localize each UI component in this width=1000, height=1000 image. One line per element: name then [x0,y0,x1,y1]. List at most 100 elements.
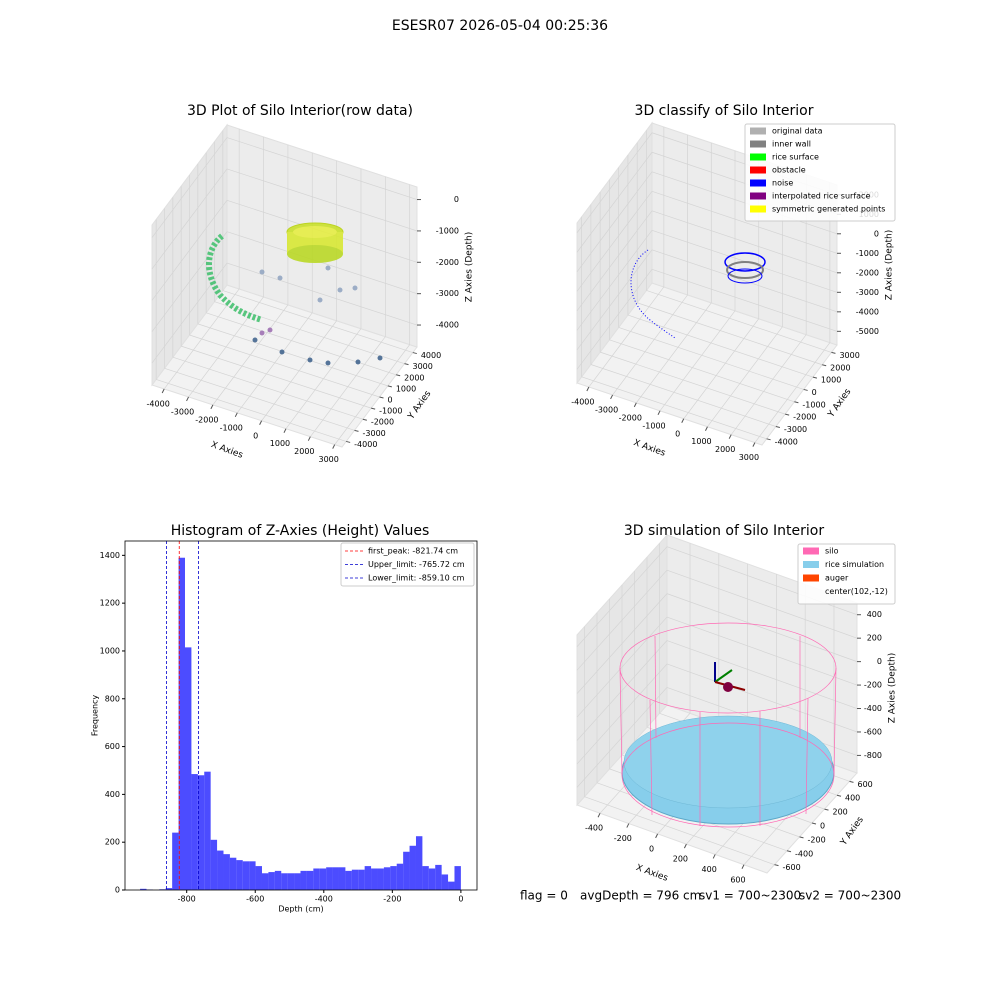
legend-label: center(102,-12) [825,587,888,596]
legend-swatch [750,140,766,148]
bar [448,881,455,890]
x-tick-label: 0 [675,429,680,438]
x-tick-label: -1000 [642,421,665,430]
panel-title: 3D Plot of Silo Interior(row data) [187,103,413,119]
grid-line [600,351,786,415]
z-tick-label: -5000 [856,327,879,336]
bar [338,867,346,890]
bar [422,866,429,890]
x-tick-label: 1000 [691,437,711,446]
tick-mark [186,396,189,402]
x-tick-label: -400 [585,824,603,833]
x-tick-label: 200 [673,855,688,864]
tick-mark [354,429,359,432]
bar [140,888,147,890]
y-tick-label: 0 [812,388,817,397]
z-tick-label: -600 [864,727,882,736]
grid-line [651,249,838,313]
grid-line [636,302,712,404]
grid-line [206,312,397,376]
tick-mark [705,426,708,431]
grid-line [151,231,228,332]
y-tick-label: 400 [105,790,120,799]
grid-line [666,593,858,662]
tick-mark [836,794,842,797]
bar [358,869,365,890]
y-tick-label: 1000 [100,646,120,655]
legend-swatch [750,153,766,161]
grid-line [576,132,653,233]
legend-box [797,543,896,605]
grid-line [651,210,838,274]
tick-mark [307,436,311,441]
tick-mark [586,386,590,392]
tick-mark [786,850,792,853]
y-tick-label: 3000 [839,351,859,360]
bar [403,851,410,890]
grid-line [646,290,832,353]
y-tick-label: 0 [820,822,825,831]
grid-line [707,326,783,427]
grid-line [627,314,814,378]
tick-mark [822,364,827,367]
bar [204,771,211,890]
tick-mark [655,833,659,839]
bar [165,888,173,890]
x-tick-label: -2000 [195,415,218,424]
grid-line [584,796,775,865]
grid-line [222,290,413,353]
grid-line [590,364,777,427]
footer-text: flag = 0 [520,889,568,903]
z-tick-label: -1000 [436,226,459,235]
x-tick-label: 400 [702,865,717,874]
bar [229,857,237,890]
tick-mark [824,808,829,811]
grid-line [576,269,653,370]
y-tick-label: 200 [833,808,848,817]
legend-swatch [803,547,819,555]
tick-mark [766,438,771,441]
x-tick-label: -400 [315,895,333,904]
z-tick-label: -800 [864,751,882,760]
tick-mark [234,412,238,418]
z-tick-label: 0 [454,195,459,204]
bar [377,868,384,890]
y-tick-label: 1400 [100,551,120,560]
tick-mark [597,813,601,818]
x-tick-label: 3000 [319,455,339,464]
x-tick-label: -1000 [220,423,243,432]
grid-line [189,334,380,398]
grid-line [666,663,858,733]
grid-line [618,327,804,390]
footer-text: sv2 = 700~2300 [799,889,901,903]
tick-mark [412,352,417,355]
bar [242,861,250,890]
grid-line [651,269,838,332]
grid-line [651,190,838,254]
grid-line [151,262,228,364]
legend-swatch [750,205,766,213]
z-tick-label: -1000 [856,249,879,258]
axes: -4000-3000-2000-10000100020003000-4000-3… [91,123,898,914]
bar [441,874,449,890]
tick-mark [812,376,818,379]
x-tick-label: -4000 [147,399,170,408]
grid-line [576,249,653,351]
legend-swatch [750,192,766,200]
grid-line [588,286,665,388]
legend-label: inner wall [772,140,811,149]
grid-line [226,262,418,326]
bar [236,860,243,890]
x-tick-label: -200 [614,834,632,843]
bar [383,867,391,890]
bar [371,868,378,890]
y-tick-label: 0 [115,886,120,895]
y-tick-label: -1000 [802,400,825,409]
z-axis-label: Z Axies (Depth) [885,230,895,301]
legend-label: Lower_limit: -859.10 cm [368,574,465,583]
tick-mark [794,401,799,404]
tick-mark [259,420,263,425]
legend-label: Upper_limit: -765.72 cm [368,560,465,569]
y-tick-label: 4000 [421,351,441,360]
tick-mark [774,864,779,867]
